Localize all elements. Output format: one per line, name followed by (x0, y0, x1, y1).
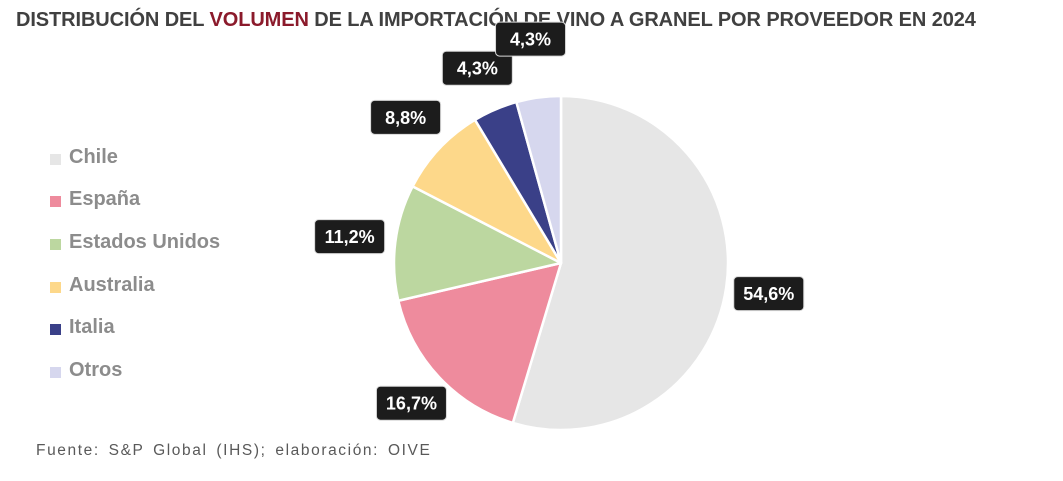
legend: Chile España Estados Unidos Australia Italia… (50, 136, 310, 392)
legend-label: Australia (69, 273, 155, 296)
data-label-box (314, 219, 386, 255)
data-label-text: 54,6% (743, 284, 794, 304)
data-label-otros: 4,3% (495, 21, 567, 57)
data-label-estados-unidos: 11,2% (314, 219, 386, 255)
data-label-italia: 4,3% (441, 50, 513, 86)
pie-slice-chile (511, 94, 730, 432)
data-label-box (733, 276, 805, 312)
pie-slice-australia (411, 118, 563, 265)
title-part-2: DE LA IMPORTACIÓN DE VINO A GRANEL POR P… (308, 9, 976, 31)
data-label-box (375, 385, 447, 421)
legend-label: Estados Unidos (69, 230, 221, 253)
data-label-espana: 16,7% (375, 385, 447, 421)
legend-swatch (50, 196, 61, 208)
legend-label: Chile (69, 145, 118, 168)
legend-item-italia: Italia (50, 306, 310, 349)
pie-slice-espana (397, 261, 563, 425)
legend-label: Otros (69, 358, 123, 381)
data-label-box (495, 21, 567, 57)
legend-item-chile: Chile (50, 136, 310, 179)
pie-slice-estados-unidos (392, 185, 563, 302)
data-label-text: 11,2% (325, 227, 375, 247)
data-label-text: 4,3% (510, 30, 551, 50)
chart-title: DISTRIBUCIÓN DEL VOLUMEN DE LA IMPORTACI… (16, 9, 976, 32)
legend-label: Italia (69, 316, 115, 339)
legend-swatch (50, 238, 61, 250)
data-label-text: 8,8% (385, 108, 426, 128)
title-highlight: VOLUMEN (209, 9, 309, 31)
legend-swatch (50, 324, 61, 336)
data-label-text: 4,3% (457, 59, 498, 79)
data-label-text: 16,7% (386, 394, 437, 414)
legend-swatch (50, 153, 61, 165)
source-note: Fuente: S&P Global (IHS); elaboración: O… (36, 442, 432, 459)
title-part-1: DISTRIBUCIÓN DEL (16, 9, 210, 31)
data-label-australia: 8,8% (370, 99, 442, 135)
legend-item-australia: Australia (50, 264, 310, 307)
legend-swatch (50, 366, 61, 378)
legend-item-estados-unidos: Estados Unidos (50, 221, 310, 264)
legend-item-otros: Otros (50, 349, 310, 392)
data-label-box (370, 99, 442, 135)
legend-swatch (50, 281, 61, 293)
legend-item-espana: España (50, 179, 310, 222)
legend-label: España (69, 188, 141, 211)
data-label-box (441, 50, 513, 86)
pie-slice-otros (515, 94, 563, 265)
data-label-chile: 54,6% (733, 276, 805, 312)
